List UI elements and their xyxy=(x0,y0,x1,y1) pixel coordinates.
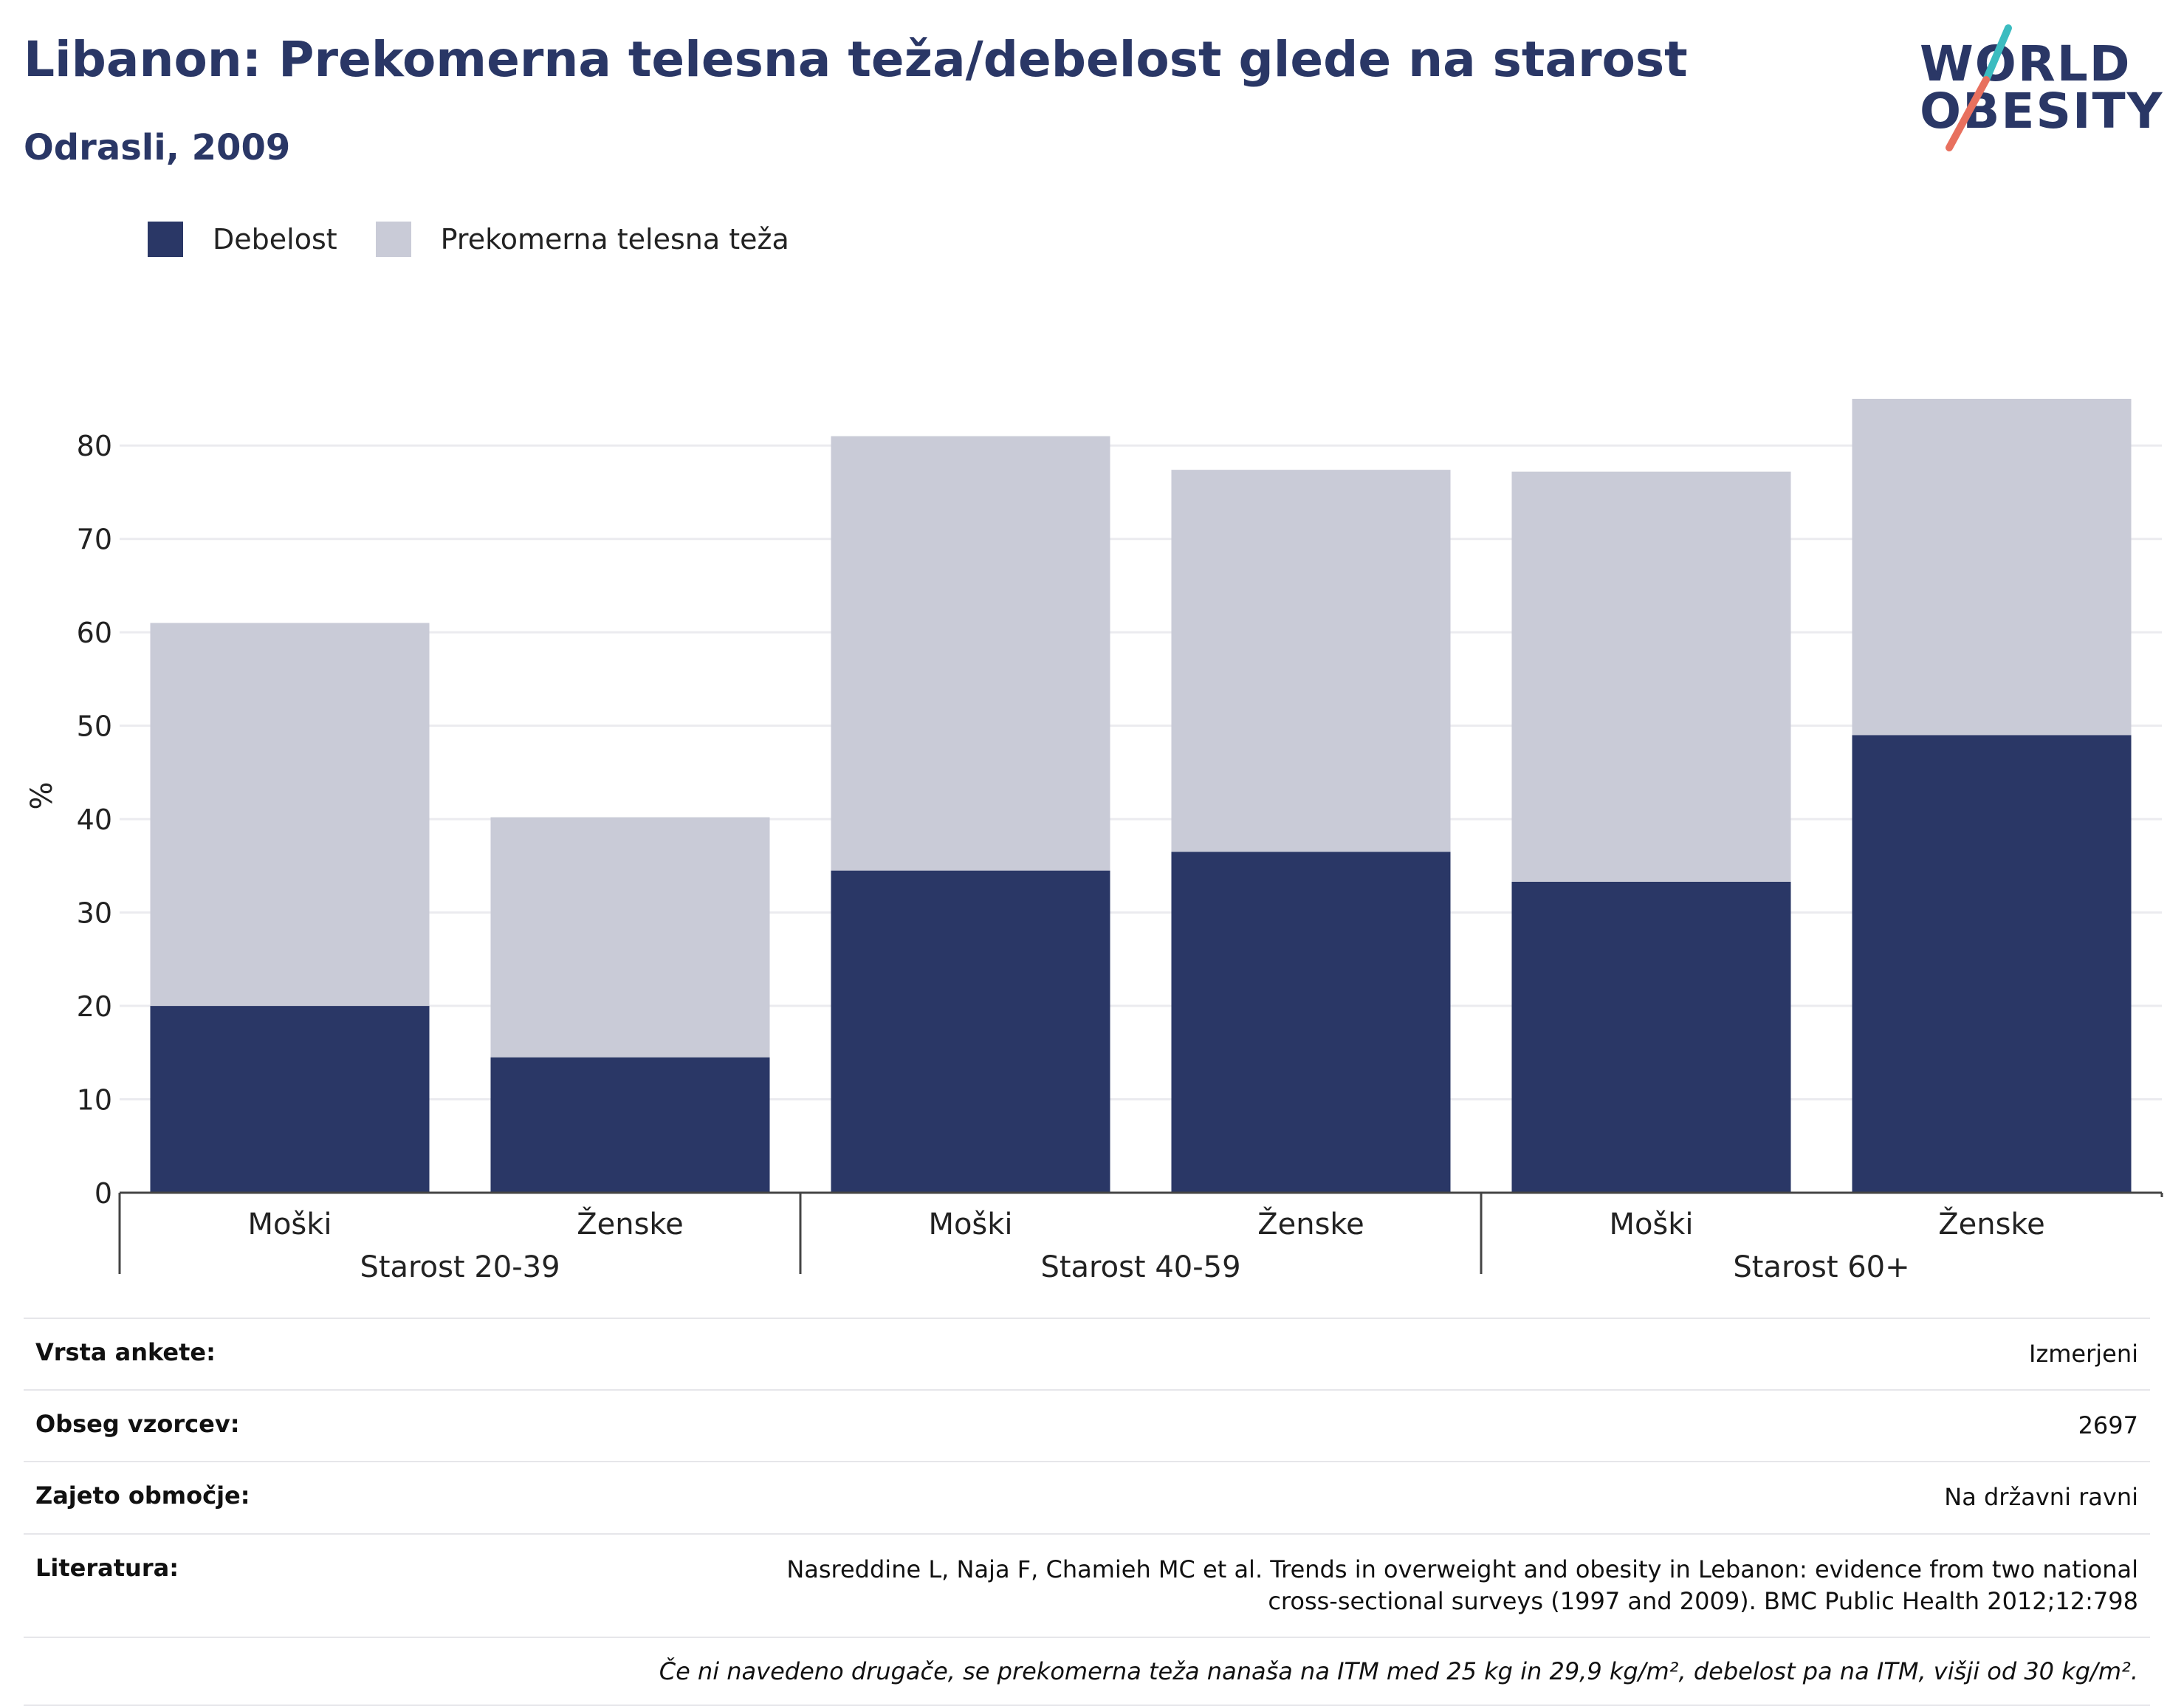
bar-debelost-5 xyxy=(1852,735,2132,1193)
legend-swatch-debelost xyxy=(148,222,183,257)
x-group-label: Starost 20-39 xyxy=(360,1250,560,1284)
x-group-label: Starost 60+ xyxy=(1733,1250,1909,1284)
stacked-bar-chart: 0 10 20 30 40 50 60 70 80% Moški Ženske Moški Ženske… xyxy=(25,399,2163,1284)
info-value: Na državni ravni xyxy=(1944,1483,2138,1512)
bar-debelost-3 xyxy=(1171,852,1451,1193)
legend-swatch-prekomerna xyxy=(375,222,411,257)
y-tick-label: 10 xyxy=(77,1084,112,1117)
info-row-sample-size: Obseg vzorcev: 2697 xyxy=(24,1390,2150,1462)
bar-debelost-1 xyxy=(490,1057,770,1193)
legend-label-debelost: Debelost xyxy=(213,223,337,256)
x-category-label: Moški xyxy=(928,1207,1012,1241)
info-row-area-covered: Zajeto območje: Na državni ravni xyxy=(24,1462,2150,1533)
chart-subtitle: Odrasli, 2009 xyxy=(24,127,291,168)
info-key: Zajeto območje: xyxy=(35,1481,250,1510)
chart-legend: Debelost Prekomerna telesna teža xyxy=(148,219,828,260)
info-value: Izmerjeni xyxy=(2029,1340,2138,1368)
chart-title: Libanon: Prekomerna telesna teža/debelos… xyxy=(24,31,1688,88)
bar-prekomerna-2 xyxy=(831,436,1110,871)
x-category-label: Moški xyxy=(1609,1207,1693,1241)
y-tick-label: 0 xyxy=(95,1177,112,1210)
y-tick-label: 80 xyxy=(77,430,112,462)
info-row-note: Če ni navedeno drugače, se prekomerna te… xyxy=(24,1637,2150,1705)
info-value: Nasreddine L, Naja F, Chamieh MC et al. … xyxy=(786,1555,2138,1615)
legend-item-prekomerna: Prekomerna telesna teža xyxy=(375,222,789,257)
x-group-label: Starost 40-59 xyxy=(1040,1250,1240,1284)
x-category-label: Ženske xyxy=(1257,1206,1364,1241)
info-key: Obseg vzorcev: xyxy=(35,1410,240,1439)
y-tick-label: 20 xyxy=(77,990,112,1023)
legend-label-prekomerna: Prekomerna telesna teža xyxy=(440,223,789,256)
y-tick-label: 60 xyxy=(77,617,112,649)
logo-slash-icon xyxy=(1946,24,2012,151)
info-row-reference: Literatura: Nasreddine L, Naja F, Chamie… xyxy=(24,1533,2150,1637)
survey-info-table: Vrsta ankete: Izmerjeni Obseg vzorcev: 2… xyxy=(24,1318,2150,1706)
bar-prekomerna-0 xyxy=(150,623,430,1007)
y-tick-label: 40 xyxy=(77,804,112,836)
x-category-label: Moški xyxy=(247,1207,332,1241)
x-category-label: Ženske xyxy=(577,1206,684,1241)
bar-debelost-2 xyxy=(831,870,1110,1193)
info-key: Vrsta ankete: xyxy=(35,1338,216,1366)
world-obesity-logo: WORLD OBESITY xyxy=(1920,21,2171,161)
info-row-survey-type: Vrsta ankete: Izmerjeni xyxy=(24,1318,2150,1390)
bar-prekomerna-4 xyxy=(1511,471,1791,882)
definition-note: Če ni navedeno drugače, se prekomerna te… xyxy=(659,1657,2138,1685)
logo-text-line1: WORLD xyxy=(1920,35,2132,92)
bar-prekomerna-1 xyxy=(490,817,770,1058)
info-value: 2697 xyxy=(2078,1411,2138,1440)
y-axis-label: % xyxy=(25,781,59,809)
bar-prekomerna-5 xyxy=(1852,399,2132,736)
x-category-label: Ženske xyxy=(1938,1206,2045,1241)
legend-item-debelost: Debelost xyxy=(148,222,337,257)
bar-prekomerna-3 xyxy=(1171,470,1451,852)
y-tick-label: 50 xyxy=(77,710,112,743)
y-tick-label: 70 xyxy=(77,524,112,556)
info-key: Literatura: xyxy=(35,1553,179,1582)
bar-debelost-0 xyxy=(150,1006,430,1193)
bar-debelost-4 xyxy=(1511,881,1791,1193)
y-tick-label: 30 xyxy=(77,897,112,930)
